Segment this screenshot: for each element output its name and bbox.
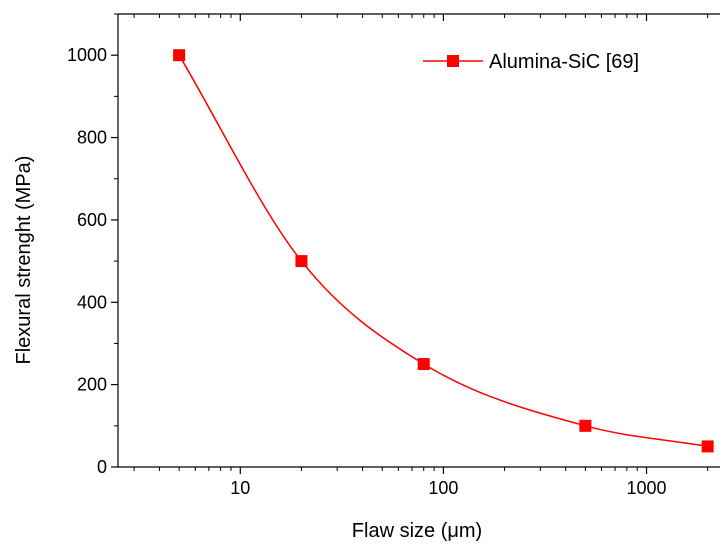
fit-curve-group — [178, 54, 708, 448]
legend-label: Alumina-SiC [69] — [489, 51, 639, 73]
axes — [117, 13, 720, 468]
y-tick-label: 1000 — [67, 45, 107, 65]
data-point — [295, 255, 308, 268]
fit-curve — [178, 54, 708, 448]
y-axis-title: Flexural strenght (MPa) — [13, 156, 35, 365]
y-tick-label: 400 — [77, 292, 107, 312]
data-point — [417, 358, 430, 371]
x-tick-label: 10 — [230, 478, 250, 498]
x-tick-label: 1000 — [627, 478, 667, 498]
y-tick-label: 600 — [77, 210, 107, 230]
legend: Alumina-SiC [69] — [423, 51, 639, 73]
data-point — [579, 419, 592, 432]
ticks: 10 100 1000 0 200 400 600 800 1000 — [67, 13, 709, 498]
x-tick-label: 100 — [428, 478, 458, 498]
y-tick-label: 200 — [77, 375, 107, 395]
legend-marker — [447, 55, 459, 67]
x-axis-title: Flaw size (μm) — [352, 520, 482, 542]
y-tick-label: 0 — [97, 457, 107, 477]
data-point — [701, 440, 714, 453]
data-points — [173, 49, 714, 453]
y-tick-label: 800 — [77, 128, 107, 148]
data-point — [173, 49, 186, 62]
